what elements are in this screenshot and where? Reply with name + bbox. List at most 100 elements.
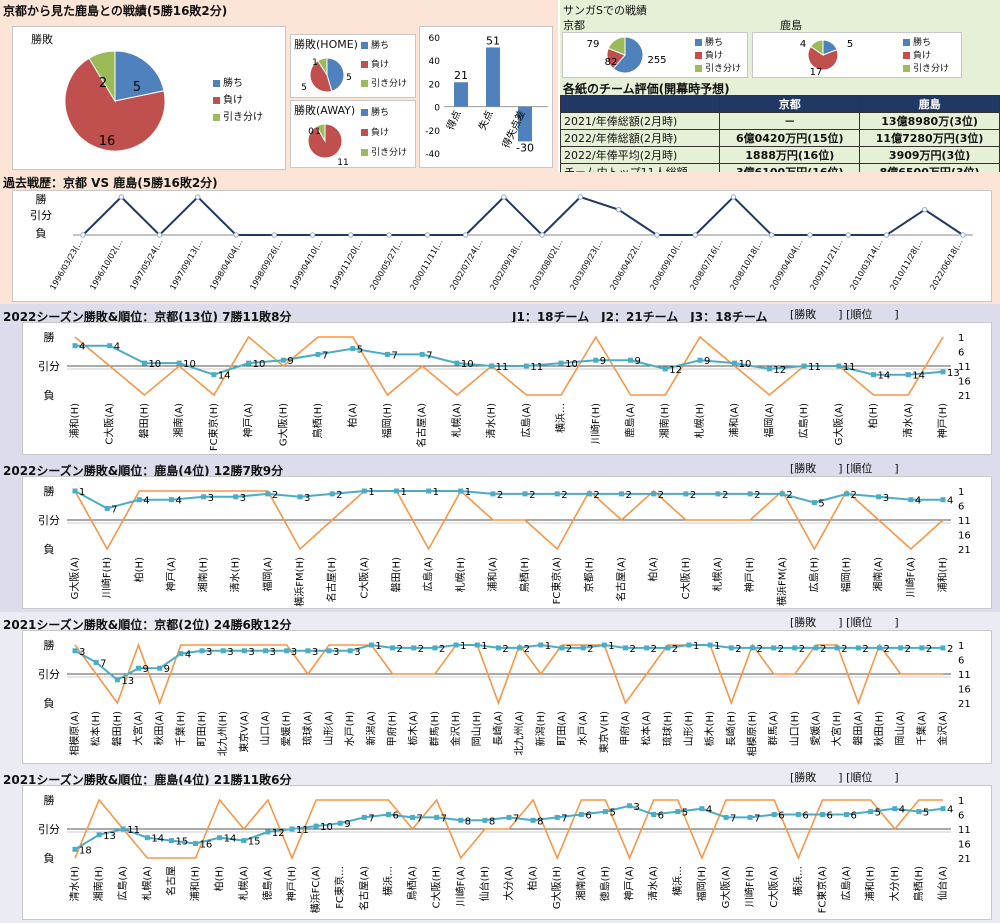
season-rank-tick: 11	[958, 825, 971, 836]
goals-tick: 60	[429, 34, 441, 44]
eval-head-2: 鹿島	[859, 95, 1000, 113]
rank-point	[241, 838, 247, 844]
season-xlabel: 浦和(H)	[936, 557, 949, 592]
history-xlabel: 1996/03/23(…	[48, 238, 84, 292]
home-legend: 勝ち 負け 引き分け	[361, 37, 407, 94]
season-ylabel: 負	[44, 697, 55, 710]
rank-label: 2	[778, 644, 784, 655]
history-xlabel: 2003/08/02(…	[528, 238, 564, 292]
history-xlabel: 2002/09/18(…	[488, 238, 524, 292]
rank-point	[801, 363, 807, 369]
history-point	[615, 206, 622, 213]
season-xlabel: 金沢(H)	[449, 711, 462, 746]
result-line	[74, 489, 944, 551]
rank-point	[361, 814, 367, 820]
season-xlabel: 広島(A)	[422, 557, 435, 592]
season-xlabel: FC東京(H)	[207, 403, 220, 451]
pie-slice-draw	[317, 57, 328, 77]
rank-label: 3	[312, 647, 318, 658]
season-xlabel: 岡山(A)	[895, 711, 907, 746]
pie-slice-draw	[607, 36, 626, 56]
rank-label: 3	[883, 493, 889, 504]
rank-point	[940, 497, 946, 503]
rank-label: 2	[497, 490, 503, 501]
rank-point	[522, 491, 528, 497]
rank-label: 6	[392, 811, 398, 822]
season-rank-tick: 21	[958, 545, 971, 556]
season-xlabel: 浦和(A)	[728, 403, 741, 438]
history-point	[654, 232, 660, 238]
season-xlabel: 相模原(A)	[68, 711, 81, 756]
rank-point	[747, 491, 753, 497]
season-xlabel: 長崎(A)	[491, 711, 504, 746]
rank-label: 7	[391, 350, 397, 361]
rank-point	[834, 645, 840, 651]
rank-label: 2	[883, 644, 889, 655]
history-title: 過去戦歴：京都 VS 鹿島(5勝16敗2分)	[3, 176, 218, 190]
history-xlabel: 1997/09/13(…	[168, 238, 204, 292]
team-evaluation-table: 京都 鹿島 2021/年俸総額(2月時) － 13億8980万(3位) 2022/年俸総額…	[559, 95, 1000, 181]
rank-point	[315, 351, 321, 357]
rank-point	[795, 812, 801, 817]
rank-point	[628, 357, 634, 363]
history-xlabel: 1997/05/24(…	[128, 238, 164, 292]
rank-label: 4	[915, 496, 921, 507]
rank-point	[368, 642, 374, 648]
rank-point	[326, 648, 332, 654]
season-rank-tick: 16	[958, 685, 971, 696]
history-point	[768, 232, 775, 238]
rank-label: 7	[111, 504, 117, 515]
rank-label: 15	[175, 837, 188, 848]
season-xlabel: 琉球(A)	[301, 711, 314, 746]
rank-point	[644, 645, 650, 651]
season-xlabel: 浦和(A)	[486, 557, 499, 592]
rank-label: 3	[240, 493, 246, 504]
rank-label: 9	[143, 664, 149, 675]
rank-label: 1	[481, 641, 487, 652]
kyoto-pie: 255 82 79	[587, 36, 667, 74]
rank-label: 6	[658, 811, 664, 822]
home-pie-title: 勝敗(HOME)	[294, 38, 358, 51]
goals-bar-label: 51	[486, 34, 500, 47]
rank-point	[201, 494, 207, 500]
season-xlabel: 柏(H)	[213, 866, 226, 891]
rank-point	[144, 835, 150, 841]
rank-point	[905, 372, 911, 378]
history-point	[922, 206, 928, 213]
kyoto-pie-chart: 255 82 79 勝ち 負け 引き分け	[562, 32, 748, 78]
rank-point	[559, 645, 565, 651]
rank-label: 2	[905, 644, 911, 655]
history-line	[82, 195, 964, 237]
rank-label: 3	[206, 647, 212, 658]
rank-label: 5	[682, 808, 688, 819]
rank-label: 7	[368, 813, 374, 824]
rank-point	[199, 648, 205, 654]
rank-point	[490, 491, 496, 497]
season-xlabel: 町田(H)	[197, 711, 208, 746]
history-chart: 勝引分負 1996/03/23(… 1996/10/02(… 1997/05/24(……	[12, 190, 992, 302]
rank-point	[651, 812, 657, 817]
season-xlabel: 札幌(H)	[693, 403, 706, 438]
rank-point	[114, 677, 120, 683]
rank-point	[96, 832, 102, 838]
rank-label: 4	[175, 496, 181, 507]
rank-label: 3	[227, 647, 233, 658]
rank-point	[619, 491, 625, 497]
season-rank-tick: 16	[958, 531, 971, 542]
season-xlabel: 神戸(H)	[936, 403, 949, 438]
season-xlabel: 札幌(H)	[454, 557, 467, 592]
rank-point	[554, 814, 560, 820]
rank-point	[586, 491, 592, 497]
eval-cell: 6億0420万円(15位)	[719, 129, 861, 147]
rank-label: 1	[714, 641, 720, 652]
rank-point	[665, 645, 671, 651]
rank-point	[779, 491, 785, 497]
season-rank-tick: 21	[958, 699, 971, 710]
season-xlabel: 浦和(H)	[864, 866, 877, 901]
season-xlabel: 大分(H)	[888, 866, 901, 901]
rank-point	[749, 645, 755, 651]
rank-point	[578, 812, 584, 817]
season-xlabel: 仙台(H)	[478, 866, 491, 901]
season-xlabel: 新潟(H)	[534, 711, 547, 746]
total-pie: 5 16 2	[64, 50, 166, 152]
